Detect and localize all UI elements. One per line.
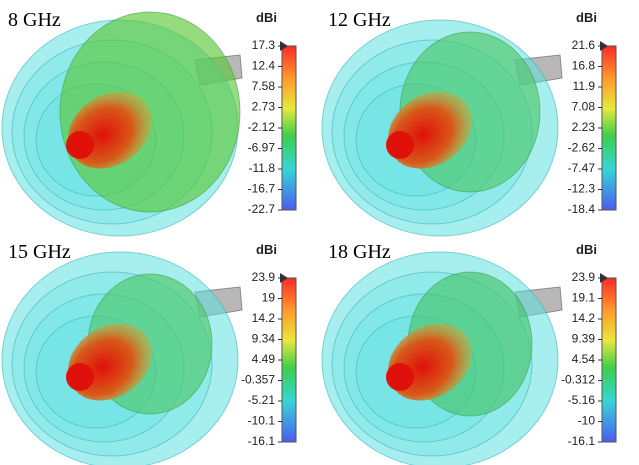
- colorbar-tick: 14.2: [252, 311, 276, 325]
- colorbar-tick: -11.8: [249, 161, 276, 175]
- colorbar-tick: 9.34: [252, 332, 276, 346]
- colorbar-tick: -5.21: [248, 393, 276, 407]
- colorbar-tick: -16.7: [248, 182, 276, 196]
- colorbar-tick: 4.54: [572, 352, 596, 366]
- colorbar-tick: 23.9: [572, 270, 596, 284]
- colorbar-unit: dBi: [576, 242, 597, 257]
- colorbar-tick: -16.1: [248, 434, 276, 448]
- colorbar-tick: 23.9: [252, 270, 276, 284]
- panel-label: 15 GHz: [8, 241, 71, 263]
- colorbar-tick: 19: [262, 291, 276, 305]
- colorbar-tick: -0.312: [561, 373, 595, 387]
- panel-label: 8 GHz: [8, 9, 61, 31]
- colorbar-tick: -22.7: [248, 202, 276, 216]
- colorbar-marker: [600, 41, 608, 51]
- colorbar-tick: 19.1: [572, 291, 596, 305]
- panel: 12 GHz dBi 21.6 16.8 11.9 7.08 2.23 -2.62 -7.47 -…: [321, 9, 617, 237]
- colorbar-tick: -12.3: [568, 182, 596, 196]
- colorbar-tick: 4.49: [252, 352, 276, 366]
- colorbar-marker: [280, 41, 288, 51]
- colorbar-tick: 12.4: [252, 59, 276, 73]
- cone-tip: [386, 131, 414, 159]
- colorbar-tick: 21.6: [572, 38, 596, 52]
- colorbar: [601, 277, 617, 443]
- colorbar-tick: -16.1: [568, 434, 596, 448]
- colorbar-tick: 2.73: [252, 100, 276, 114]
- colorbar: [281, 45, 297, 211]
- panel-label: 18 GHz: [328, 241, 391, 263]
- colorbar-unit: dBi: [256, 242, 277, 257]
- panel-label: 12 GHz: [328, 9, 391, 31]
- colorbar-tick: 14.2: [572, 311, 596, 325]
- cone-tip: [386, 363, 414, 391]
- colorbar-tick: -10: [578, 414, 596, 428]
- cone-tip: [66, 363, 94, 391]
- colorbar-tick: 2.23: [572, 120, 596, 134]
- colorbar-unit: dBi: [256, 10, 277, 25]
- colorbar-tick: -10.1: [248, 414, 276, 428]
- colorbar-tick: -2.12: [248, 120, 276, 134]
- colorbar-unit: dBi: [576, 10, 597, 25]
- colorbar: [601, 45, 617, 211]
- panel: 15 GHz dBi 23.9 19 14.2 9.34 4.49 -0.357 -5.21 -1…: [1, 241, 297, 465]
- panel: 8 GHz dBi 17.3 12.4 7.58 2.73 -2.12 -6.97 -11.8 -…: [1, 9, 297, 237]
- colorbar-tick: -18.4: [568, 202, 596, 216]
- colorbar-tick: 9.39: [572, 332, 596, 346]
- colorbar-tick: -5.16: [568, 393, 596, 407]
- cone-tip: [66, 131, 94, 159]
- panel: 18 GHz dBi 23.9 19.1 14.2 9.39 4.54 -0.312 -5.16…: [321, 241, 617, 465]
- colorbar-tick: -6.97: [248, 141, 276, 155]
- colorbar-tick: 7.08: [572, 100, 596, 114]
- colorbar-tick: -0.357: [241, 373, 275, 387]
- colorbar-marker: [280, 273, 288, 283]
- colorbar-tick: 16.8: [572, 59, 596, 73]
- colorbar-tick: 17.3: [252, 38, 276, 52]
- colorbar-tick: -7.47: [568, 161, 596, 175]
- colorbar-marker: [600, 273, 608, 283]
- colorbar-tick: 7.58: [252, 79, 276, 93]
- colorbar: [281, 277, 297, 443]
- colorbar-tick: -2.62: [568, 141, 596, 155]
- colorbar-tick: 11.9: [573, 79, 596, 93]
